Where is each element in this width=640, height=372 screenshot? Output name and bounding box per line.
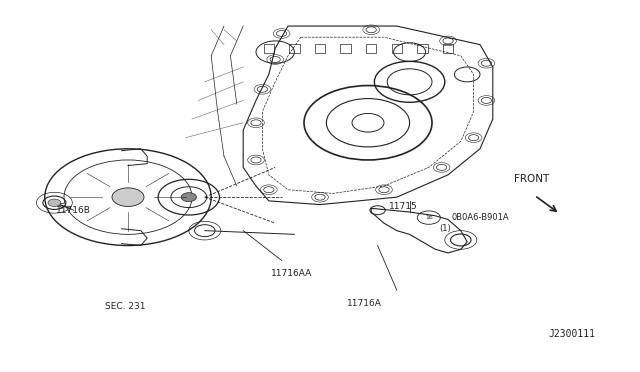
Text: 11716B: 11716B	[56, 206, 91, 215]
Circle shape	[48, 199, 61, 206]
Text: (1): (1)	[439, 224, 451, 233]
Bar	[340, 44, 351, 53]
Bar	[392, 44, 402, 53]
Circle shape	[181, 193, 196, 202]
Text: J2300111: J2300111	[548, 328, 595, 339]
Text: 0B0A6-B901A: 0B0A6-B901A	[451, 213, 509, 222]
Bar	[443, 44, 453, 53]
Circle shape	[112, 188, 144, 206]
Text: 16: 16	[425, 215, 433, 220]
Text: 11716AA: 11716AA	[271, 269, 312, 278]
Bar	[264, 44, 274, 53]
Bar	[289, 44, 300, 53]
Text: 11715: 11715	[389, 202, 417, 211]
Bar	[366, 44, 376, 53]
Text: FRONT: FRONT	[513, 174, 549, 183]
Bar	[315, 44, 325, 53]
Bar	[417, 44, 428, 53]
Text: 11716A: 11716A	[348, 299, 382, 308]
Text: SEC. 231: SEC. 231	[104, 302, 145, 311]
